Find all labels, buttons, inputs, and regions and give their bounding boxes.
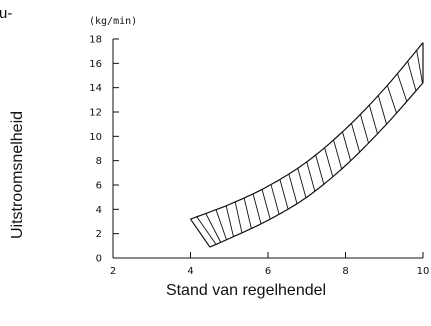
hatch-line bbox=[324, 147, 334, 177]
hatch-line bbox=[333, 139, 343, 170]
y-tick-label: 14 bbox=[89, 83, 102, 94]
band-upper-line bbox=[190, 42, 424, 220]
y-tick-label: 10 bbox=[89, 132, 102, 143]
hatch-line bbox=[205, 213, 222, 243]
hatch-line bbox=[386, 85, 397, 114]
x-tick-label: 2 bbox=[110, 266, 116, 277]
hatch-line bbox=[252, 193, 262, 224]
hatch-line bbox=[368, 104, 378, 134]
hatch-line bbox=[261, 189, 271, 220]
y-tick-label: 12 bbox=[89, 108, 102, 119]
hatch-line bbox=[377, 95, 387, 125]
band-left-edge bbox=[190, 218, 211, 248]
hatch-line bbox=[215, 209, 227, 240]
hatch-line bbox=[407, 61, 417, 91]
hatch-line bbox=[416, 50, 423, 84]
hatch-line bbox=[359, 114, 369, 144]
y-tick-label: 6 bbox=[96, 181, 102, 192]
data-band bbox=[190, 42, 424, 248]
hatch-line bbox=[297, 168, 307, 198]
y-axis-unit: (kg/min) bbox=[89, 16, 137, 27]
hatch-line bbox=[315, 154, 325, 185]
hatch-line bbox=[270, 184, 280, 215]
x-tick-label: 4 bbox=[187, 266, 193, 277]
hatch-line bbox=[351, 123, 361, 153]
y-tick-label: 16 bbox=[89, 59, 102, 70]
hatch-line bbox=[196, 216, 217, 245]
band-lower-line bbox=[209, 82, 424, 248]
y-tick-label: 2 bbox=[96, 229, 102, 240]
hatch-line bbox=[225, 205, 234, 237]
y-tick-label: 4 bbox=[96, 205, 102, 216]
y-tick-label: 0 bbox=[96, 254, 102, 265]
hatch-line bbox=[243, 197, 252, 229]
clipped-header-text: u- bbox=[0, 5, 12, 22]
hatch-line bbox=[342, 131, 352, 161]
y-axis-title: Uitstroomsnelheid bbox=[9, 111, 26, 239]
hatch-line bbox=[279, 179, 289, 210]
y-tick-label: 8 bbox=[96, 156, 102, 167]
x-tick-label: 8 bbox=[342, 266, 348, 277]
hatch-line bbox=[397, 73, 408, 102]
hatch-line bbox=[288, 173, 298, 204]
y-tick-label: 18 bbox=[89, 35, 102, 46]
x-tick-label: 6 bbox=[265, 266, 271, 277]
hatch-line bbox=[306, 161, 316, 192]
x-axis-title: Stand van regelhendel bbox=[166, 282, 326, 299]
hatch-line bbox=[234, 201, 243, 233]
x-tick-label: 10 bbox=[417, 266, 430, 277]
